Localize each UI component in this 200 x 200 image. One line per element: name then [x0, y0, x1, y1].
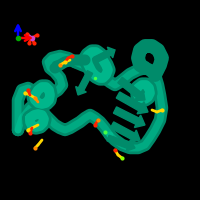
Polygon shape — [113, 107, 145, 128]
Polygon shape — [116, 92, 148, 114]
Polygon shape — [76, 71, 93, 95]
Polygon shape — [94, 47, 115, 63]
Polygon shape — [118, 77, 145, 100]
Polygon shape — [107, 135, 135, 151]
Polygon shape — [110, 122, 140, 142]
